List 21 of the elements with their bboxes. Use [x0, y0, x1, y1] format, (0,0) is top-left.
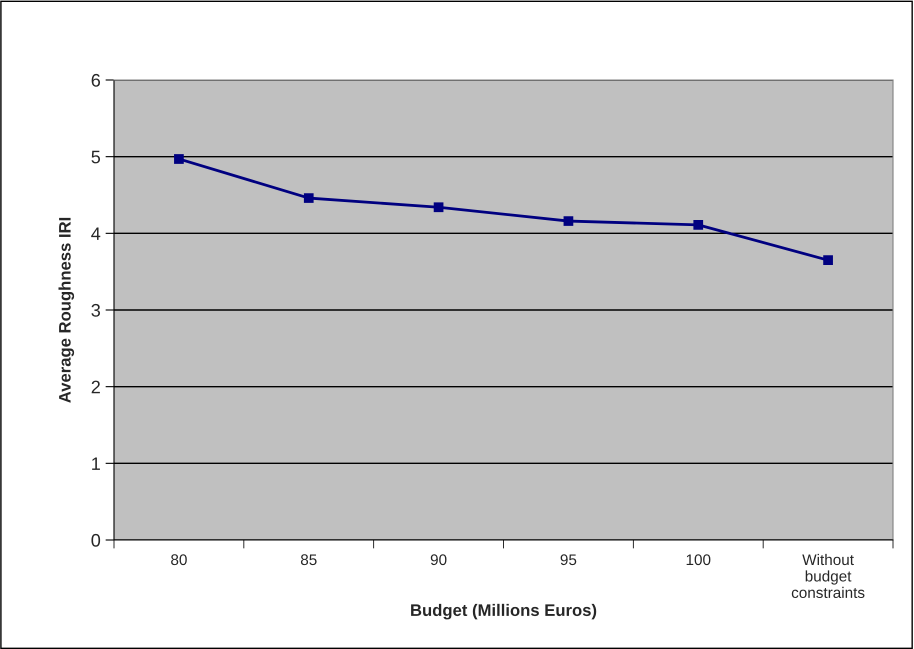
y-tick-label: 4 [91, 227, 100, 240]
x-tick-label: 90 [430, 554, 446, 566]
y-tick-label: 5 [91, 150, 100, 164]
x-axis-title: Budget (Millions Euros) [411, 604, 596, 620]
point [174, 154, 184, 164]
point [564, 216, 574, 226]
point [693, 220, 704, 230]
point [304, 193, 314, 203]
x-tick-label: 80 [171, 554, 187, 566]
x-tick-label: Without budget constraints [792, 554, 864, 598]
y-axis-title: Average Roughness IRI [58, 218, 74, 403]
point [434, 202, 444, 212]
y-tick-label: 3 [91, 304, 100, 317]
x-tick-label: 95 [560, 554, 576, 566]
x-tick-label: 85 [300, 554, 317, 566]
y-tick-label: 6 [92, 74, 100, 87]
y-tick-label: 2 [92, 380, 100, 394]
point [823, 255, 833, 266]
y-tick-label: 1 [92, 457, 100, 470]
x-tick-label: 100 [686, 554, 710, 566]
y-tick-label: 0 [91, 534, 100, 547]
